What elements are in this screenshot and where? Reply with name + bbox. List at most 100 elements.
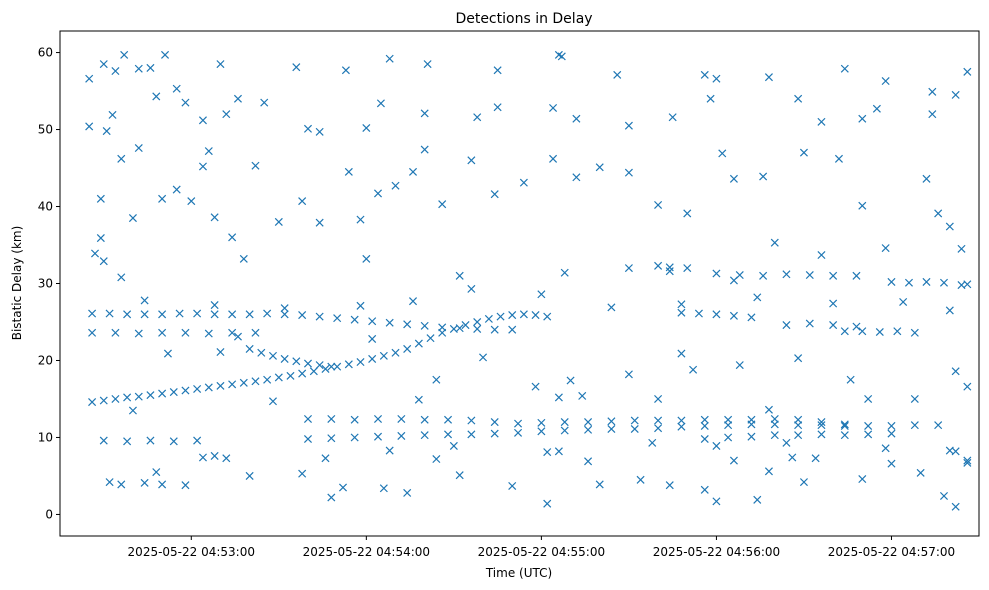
data-point [403,320,412,329]
data-point [654,200,663,210]
data-point [420,321,429,330]
data-point [362,254,371,263]
data-point [117,273,126,282]
data-point [426,334,435,343]
data-point [764,467,773,476]
data-point [875,327,884,337]
data-point [181,481,190,490]
data-point [158,310,167,319]
data-point [665,263,674,272]
data-point [794,94,803,103]
data-point [158,328,167,337]
data-point [181,386,190,395]
data-point [350,433,359,442]
chart-title: Detections in Delay [455,11,592,27]
data-point [881,77,890,86]
data-point [298,369,307,378]
data-point [624,370,633,379]
data-point [88,398,97,407]
data-point [233,332,242,341]
data-point [420,431,429,440]
data-point [624,264,633,273]
data-point [88,309,97,318]
data-point [817,421,826,430]
data-point [239,254,248,263]
data-point [108,110,117,119]
data-point [385,446,394,455]
data-point [543,499,552,508]
data-point [134,64,143,73]
data-point [759,172,768,181]
data-point [286,371,295,380]
data-point [794,354,803,363]
data-point [298,469,307,478]
data-point [537,290,546,299]
data-point [198,453,207,462]
data-point [263,375,272,384]
data-point [210,310,219,319]
data-point [245,344,254,353]
data-point [782,270,791,279]
data-point [764,73,773,82]
data-point [292,63,301,72]
data-point [834,154,843,163]
data-point [490,325,499,334]
data-point [840,421,849,430]
data-point [817,250,826,260]
data-point [858,201,867,210]
data-point [759,271,768,280]
data-point [557,52,566,61]
data-point [210,301,219,310]
data-point [493,103,502,112]
x-tick-label: 2025-05-22 04:54:00 [303,545,430,559]
data-point [467,156,476,165]
data-point [753,495,762,504]
data-point [630,424,639,434]
data-point [432,375,441,384]
data-point [893,327,902,336]
data-point [951,367,960,376]
data-point [963,280,972,289]
data-point [193,309,202,318]
data-point [712,269,721,278]
data-point [654,261,663,270]
data-point [910,394,919,403]
data-point [817,418,826,427]
data-point [735,361,744,370]
data-point [636,475,645,484]
plot-background [60,31,979,536]
data-point [140,310,149,319]
data-point [508,311,517,320]
data-point [817,430,826,439]
data-point [350,315,359,324]
data-point [152,468,161,477]
data-point [677,308,686,317]
data-point [315,218,324,227]
data-point [222,110,231,119]
data-point [420,145,429,154]
data-point [146,63,155,72]
data-point [263,309,272,318]
data-point [753,293,762,302]
data-point [805,271,814,280]
data-point [403,488,412,497]
data-point [934,421,943,430]
data-point [566,376,575,385]
data-point [228,380,237,389]
data-point [910,328,919,337]
data-point [385,54,394,63]
data-point [88,328,97,337]
data-point [123,393,132,402]
data-point [939,491,949,500]
data-point [362,123,371,133]
data-point [327,414,336,424]
data-point [846,375,855,384]
data-point [111,394,120,403]
data-point [292,357,301,366]
data-point [414,339,423,348]
data-point [858,114,867,123]
x-tick-label: 2025-05-22 04:57:00 [828,545,955,559]
data-point [467,284,476,293]
data-point [595,163,604,172]
data-point [260,98,269,107]
